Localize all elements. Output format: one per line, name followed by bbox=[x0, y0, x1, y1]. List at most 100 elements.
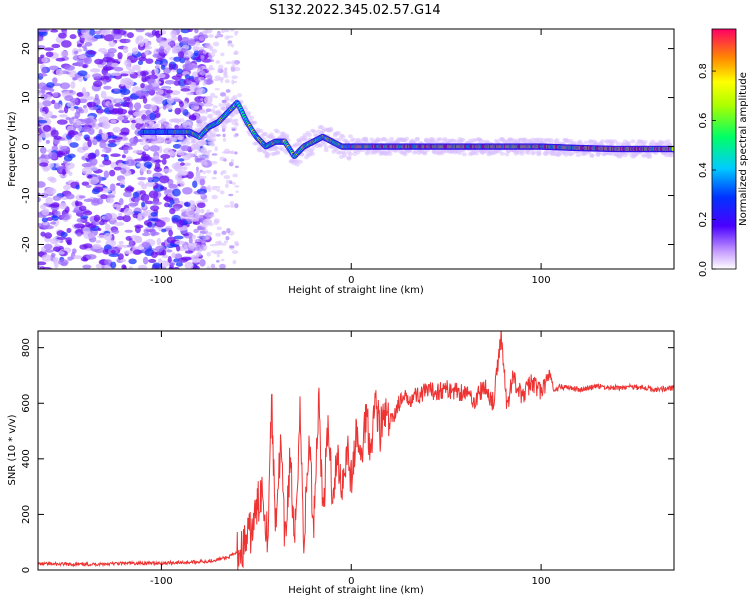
spectrogram-noise-cell bbox=[120, 168, 127, 175]
spectrogram-noise-cell bbox=[154, 219, 166, 228]
spectrogram-noise-cell bbox=[171, 75, 182, 81]
spectrogram-noise-cell bbox=[166, 236, 176, 244]
spectrogram-noise-cell bbox=[170, 30, 177, 38]
spectrogram-noise-cell bbox=[163, 196, 173, 201]
spectrogram-halo-cell bbox=[364, 151, 370, 156]
spectrogram-noise-cell bbox=[74, 136, 81, 141]
spectrogram-noise-cell bbox=[208, 34, 214, 38]
spectrogram-noise-cell bbox=[73, 255, 83, 260]
spectrogram-noise-cell bbox=[223, 240, 228, 244]
spectrogram-halo-cell bbox=[389, 136, 395, 141]
spectrogram-noise-cell bbox=[110, 261, 117, 269]
spectrogram-noise-cell bbox=[67, 153, 76, 159]
spectrogram-noise-cell bbox=[41, 87, 46, 95]
spectrogram-noise-cell bbox=[176, 150, 186, 156]
spectrogram-noise-cell bbox=[129, 137, 139, 144]
spectrogram-noise-cell bbox=[218, 76, 225, 81]
spectrogram-noise-cell bbox=[198, 32, 204, 37]
spectrogram-noise-cell bbox=[145, 58, 154, 64]
spectrogram-noise-cell bbox=[235, 62, 239, 66]
spectrogram-noise-cell bbox=[196, 257, 201, 263]
spectrogram-noise-cell bbox=[192, 143, 199, 149]
spectrogram-noise-cell bbox=[140, 156, 150, 161]
spectrogram-noise-cell bbox=[192, 45, 200, 52]
spectrogram-x-tick-label: -100 bbox=[150, 275, 173, 286]
spectrogram-noise-cell bbox=[187, 29, 193, 33]
spectrogram-noise-cell bbox=[158, 40, 170, 49]
spectrogram-noise-cell bbox=[109, 169, 116, 177]
spectrogram-noise-cell bbox=[117, 52, 123, 60]
spectrogram-noise-cell bbox=[133, 102, 142, 111]
spectrogram-noise-cell bbox=[162, 216, 171, 223]
spectrogram-noise-cell bbox=[60, 50, 69, 58]
spectrogram-noise-cell bbox=[171, 162, 182, 170]
spectrogram-noise-cell bbox=[223, 204, 231, 208]
spectrogram-noise-cell bbox=[129, 102, 134, 111]
spectrogram-noise-cell bbox=[206, 209, 211, 214]
spectrogram-noise-cell bbox=[212, 105, 218, 109]
figure-title: S132.2022.345.02.57.G14 bbox=[269, 3, 440, 18]
spectrogram-halo-cell bbox=[474, 151, 480, 156]
spectrogram-noise-cell bbox=[116, 244, 125, 248]
spectrogram-noise-cell bbox=[38, 73, 48, 77]
spectrogram-noise-cell bbox=[191, 234, 196, 239]
spectrogram-halo-cell bbox=[188, 122, 194, 127]
spectrogram-noise-cell bbox=[121, 154, 126, 159]
spectrogram-noise-cell bbox=[93, 34, 103, 39]
spectrogram-noise-cell bbox=[153, 155, 160, 160]
spectrogram-noise-cell bbox=[43, 243, 53, 250]
spectrogram-noise-cell bbox=[193, 85, 201, 89]
spectrogram-noise-cell bbox=[44, 232, 53, 239]
colorbar-label: Normalized spectral amplitude bbox=[738, 72, 749, 226]
spectrogram-noise-cell bbox=[177, 158, 185, 162]
spectrogram-y-ticks: -20 -10 0 10 20 bbox=[21, 42, 674, 253]
spectrogram-halo-cell bbox=[323, 145, 329, 150]
spectrogram-noise-cell bbox=[188, 236, 193, 245]
spectrogram-noise-cell bbox=[39, 204, 47, 210]
spectrogram-noise-cell bbox=[185, 209, 196, 217]
spectrogram-noise-cell bbox=[182, 166, 188, 171]
spectrogram-noise-cell bbox=[50, 29, 59, 33]
spectrogram-noise-cell bbox=[180, 256, 192, 261]
spectrogram-noise-cell bbox=[180, 162, 185, 166]
spectrogram-noise-cell bbox=[201, 248, 206, 252]
spectrogram-noise-cell bbox=[225, 89, 231, 93]
spectrogram-noise-cell bbox=[100, 90, 107, 99]
spectrogram-halo-cell bbox=[642, 140, 648, 145]
spectrogram-noise-cell bbox=[213, 218, 221, 224]
spectrogram-halo-cell bbox=[355, 137, 361, 142]
spectrogram-halo-cell bbox=[461, 152, 467, 157]
spectrogram-noise-cell bbox=[102, 159, 112, 166]
spectrogram-noise-cell bbox=[135, 122, 142, 130]
spectrogram-noise-cell bbox=[120, 258, 126, 263]
spectrogram-noise-cell bbox=[167, 256, 172, 264]
spectrogram-noise-cell bbox=[141, 241, 151, 248]
spectrogram-noise-cell bbox=[197, 226, 204, 231]
spectrogram-noise-cell bbox=[161, 158, 167, 165]
spectrogram-noise-cell bbox=[215, 133, 221, 137]
spectrogram-noise-cell bbox=[200, 55, 205, 60]
colorbar-tick-label: 0.2 bbox=[698, 212, 709, 228]
spectrogram-noise-cell bbox=[130, 235, 139, 240]
spectrogram-noise-cell bbox=[150, 205, 160, 212]
spectrogram-noise-cell bbox=[126, 244, 135, 248]
spectrogram-halo-cell bbox=[306, 133, 312, 138]
spectrogram-noise-cell bbox=[221, 170, 227, 175]
spectrogram-noise-cell bbox=[108, 41, 116, 47]
spectrogram-noise-cell bbox=[97, 234, 107, 239]
spectrogram-halo-cell bbox=[346, 156, 352, 161]
spectrogram-noise-cell bbox=[73, 61, 84, 67]
snr-x-axis-label: Height of straight line (km) bbox=[288, 585, 424, 596]
spectrogram-noise-cell bbox=[77, 70, 88, 77]
spectrogram-noise-cell bbox=[211, 263, 216, 269]
spectrogram-noise-cell bbox=[132, 191, 140, 199]
colorbar: 0.0 0.2 0.4 0.6 0.8 Normalized spectral ampl… bbox=[698, 28, 749, 277]
spectrogram-noise-cell bbox=[219, 92, 227, 97]
spectrogram-noise-cell bbox=[132, 111, 144, 117]
spectrogram-halo-cell bbox=[600, 139, 606, 144]
spectrogram-noise-cell bbox=[201, 58, 212, 63]
spectrogram-noise-cell bbox=[41, 57, 48, 63]
spectrogram-noise-cell bbox=[235, 190, 239, 193]
spectrogram-noise-cell bbox=[234, 151, 238, 155]
spectrogram-noise-cell bbox=[181, 145, 191, 152]
